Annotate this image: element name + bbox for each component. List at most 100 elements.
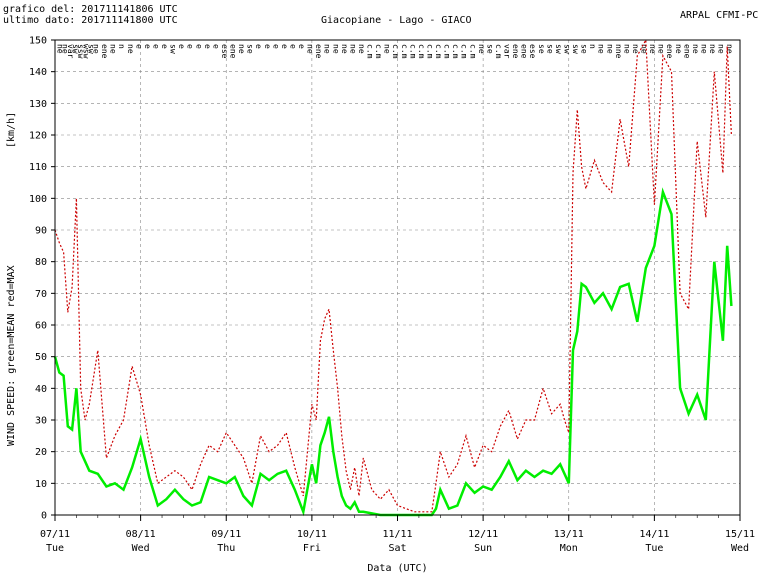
y-tick-label: 80 [35,257,47,268]
direction-label: e [254,44,263,49]
direction-label: e [263,44,272,49]
grid-lines [55,40,740,515]
direction-label: e [143,44,152,49]
x-tick-day: Wed [132,543,150,554]
direction-label: c.m [443,44,452,59]
direction-label: ene [520,44,529,59]
direction-label: ne [56,44,65,54]
direction-label: n [588,44,597,49]
direction-label: ene [314,44,323,59]
direction-label: c.m [434,44,443,59]
direction-label: e [194,44,203,49]
direction-label: ene [682,44,691,59]
x-tick-day: Sun [474,543,492,554]
direction-label: se [545,44,554,54]
direction-label: var [503,44,512,59]
direction-label: e [203,44,212,49]
direction-label: e [280,44,289,49]
organization-label: ARPAL CFMI-PC [680,10,759,21]
direction-label: ssw [76,44,85,59]
direction-label: ne [109,44,118,54]
direction-label: c.m [460,44,469,59]
direction-label: se [580,44,589,54]
direction-label: c.m [494,44,503,59]
direction-label: ne [725,44,734,54]
x-tick-day: Fri [303,543,321,554]
y-tick-label: 140 [29,67,47,78]
y-tick-label: 130 [29,99,47,110]
x-tick-date: 09/11 [211,529,241,540]
series-line-mean [53,187,733,517]
direction-label: sw [86,44,95,54]
direction-label: ne [717,44,726,54]
direction-label: sw [571,44,580,54]
direction-label: ne [605,44,614,54]
direction-label: ne [657,44,666,54]
y-tick-label: 20 [35,447,47,458]
x-tick-date: 14/11 [639,529,669,540]
x-tick-day: Thu [217,543,235,554]
direction-label: e [177,44,186,49]
x-tick-day: Mon [560,543,578,554]
direction-label: ne [597,44,606,54]
y-tick-label: 100 [29,194,47,205]
direction-label: wsw [81,44,90,59]
direction-label: c.m [391,44,400,59]
direction-label: c.m [417,44,426,59]
x-tick-day: Tue [46,543,64,554]
y-tick-label: 120 [29,131,47,142]
direction-label: e [271,44,280,49]
direction-label: ne [640,44,649,54]
y-tick-label: 10 [35,479,47,490]
x-axis: 07/11 Tue 08/11 Wed 09/11 Thu 10/11 Fri 11/11 Sat… [40,515,755,554]
x-tick-date: 12/11 [468,529,498,540]
y-tick-label: 150 [29,36,47,47]
direction-label: ene [100,44,109,59]
direction-label: e [297,44,306,49]
x-tick-day: Wed [731,543,749,554]
direction-label: ene [229,44,238,59]
direction-label: ne [357,44,366,54]
direction-label: var [66,44,75,59]
direction-label: ne [477,44,486,54]
direction-label: ne [674,44,683,54]
direction-label: ne [306,44,315,54]
direction-label: e [134,44,143,49]
direction-label: se [485,44,494,54]
direction-label: ne [622,44,631,54]
station-title: Giacopiane - Lago - GIACO [321,15,472,26]
direction-label: ne [699,44,708,54]
direction-label: e [151,44,160,49]
x-tick-date: 11/11 [382,529,412,540]
x-tick-date: 08/11 [126,529,156,540]
x-tick-date: 10/11 [297,529,327,540]
direction-label: e [160,44,169,49]
direction-label: ne [648,44,657,54]
direction-label: e [186,44,195,49]
direction-label: se [246,44,255,54]
y-tick-label: 70 [35,289,47,300]
x-tick-date: 15/11 [725,529,755,540]
x-tick-date: 07/11 [40,529,70,540]
y-tick-label: 90 [35,226,47,237]
direction-label: ne [383,44,392,54]
y-tick-label: 110 [29,162,47,173]
direction-label: sw [169,44,178,54]
direction-label: ne [331,44,340,54]
y-tick-label: 0 [41,511,47,522]
x-tick-date: 13/11 [554,529,584,540]
y-tick-label: 30 [35,416,47,427]
direction-label: ese [528,44,537,59]
direction-label: c.m [408,44,417,59]
last-data-label: ultimo dato: 201711141800 UTC [3,15,178,26]
x-tick-day: Tue [645,543,663,554]
direction-label: n [117,44,126,49]
y-tick-label: 50 [35,352,47,363]
direction-label: ne [631,44,640,54]
direction-label: sw [71,44,80,54]
y-axis-label: WIND SPEED: green=MEAN red=MAX [6,265,17,446]
direction-label: ne [126,44,135,54]
direction-label: c.m [468,44,477,59]
direction-label: ne [237,44,246,54]
